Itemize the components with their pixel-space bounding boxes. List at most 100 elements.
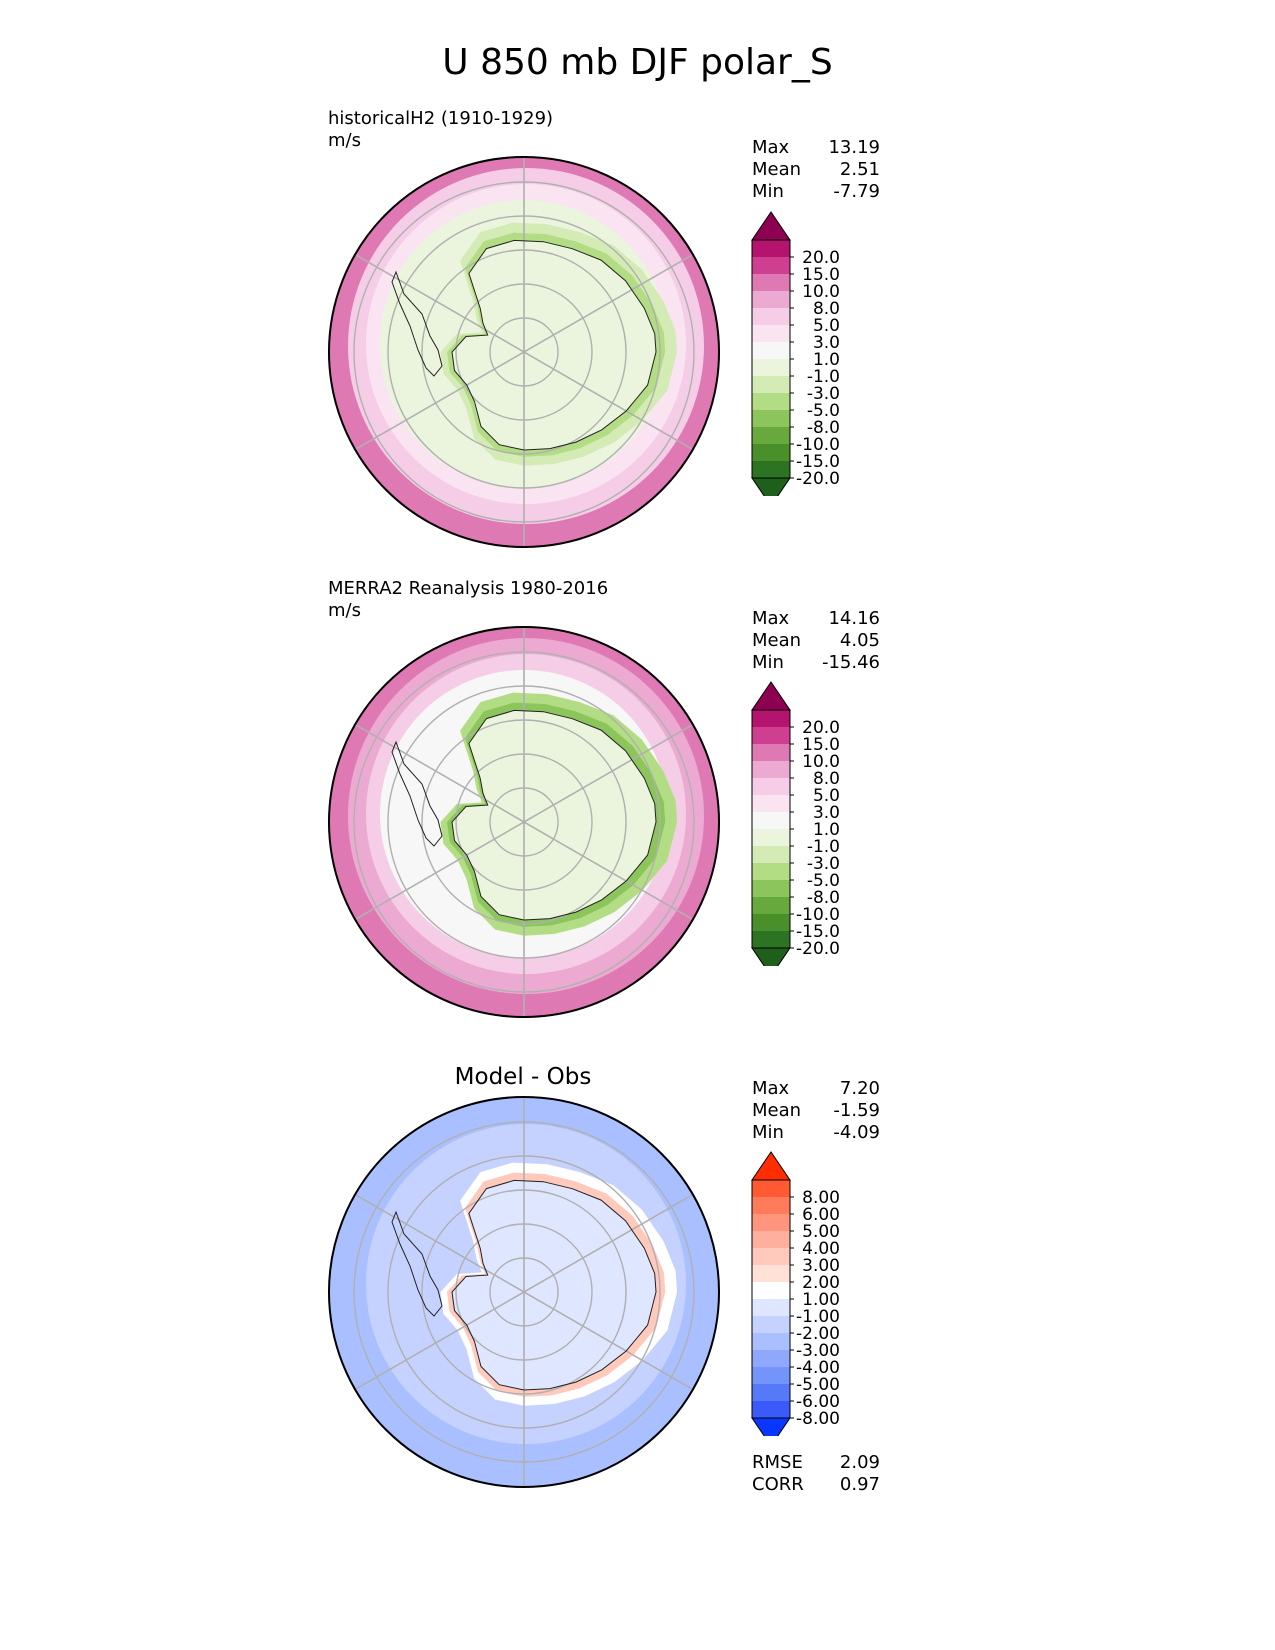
peninsula-coastline: [391, 1210, 443, 1317]
colorbar-tick-label: -3.00: [796, 1341, 840, 1361]
diff-colorbar: 8.006.005.004.003.002.001.00-1.00-2.00-3…: [751, 1151, 840, 1436]
colorbar-tick-label: -15.0: [796, 452, 840, 472]
longitude-gridline: [523, 1291, 695, 1391]
colorbar-tick-label: -1.0: [807, 367, 840, 387]
colorbar-band: [752, 376, 790, 393]
colorbar-band: [752, 727, 790, 744]
colorbar-band: [752, 1299, 790, 1316]
colorbar-band: [752, 914, 790, 931]
stat-max-row: Max 7.20: [752, 1078, 880, 1100]
colorbar-tick-label: 8.00: [802, 1188, 840, 1208]
colorbar-tick-label: 10.0: [802, 282, 840, 302]
colorbar-band: [752, 308, 790, 325]
figure-title: U 850 mb DJF polar_S: [442, 42, 833, 83]
colorbar-tick-label: -10.0: [796, 435, 840, 455]
colorbar-band: [752, 410, 790, 427]
coastline: [451, 709, 657, 921]
colorbar-band: [752, 1265, 790, 1282]
colorbar-tick-label: 20.0: [802, 718, 840, 738]
model-stats: Max 13.19 Mean 2.51 Min -7.79: [752, 137, 880, 203]
longitude-gridline: [353, 351, 525, 451]
diff-stats: Max 7.20 Mean -1.59 Min -4.09: [752, 1078, 880, 1144]
colorbar-band: [752, 744, 790, 761]
longitude-gridline: [523, 1193, 695, 1293]
obs-title-text: MERRA2 Reanalysis 1980-2016: [328, 578, 609, 599]
colorbar-band: [752, 257, 790, 274]
colorbar-extend-bottom: [751, 1417, 791, 1436]
colorbar-tick-label: 20.0: [802, 248, 840, 268]
colorbar-tick-label: -8.00: [796, 1409, 840, 1429]
stat-value: 4.05: [839, 630, 880, 651]
model-polar-map: [328, 156, 720, 548]
colorbar-tick-label: 5.0: [813, 316, 840, 336]
stat-label: Min: [752, 1122, 784, 1143]
obs-polar-map: [328, 626, 720, 1018]
colorbar-tick-label: -6.00: [796, 1392, 840, 1412]
longitude-gridline: [353, 1193, 525, 1293]
stat-label: Max: [752, 1078, 790, 1099]
metric-value: 0.97: [839, 1474, 880, 1495]
colorbar-band: [752, 897, 790, 914]
stat-mean-row: Mean 2.51: [752, 159, 880, 181]
colorbar-tick-label: -1.00: [796, 1307, 840, 1327]
colorbar-tick-label: 2.00: [802, 1273, 840, 1293]
peninsula-coastline: [391, 270, 443, 377]
obs-stats: Max 14.16 Mean 4.05 Min -15.46: [752, 608, 880, 674]
colorbar-band: [752, 1180, 790, 1197]
colorbar-band: [752, 1197, 790, 1214]
colorbar-tick-label: -8.0: [807, 888, 840, 908]
model-panel-title: historicalH2 (1910-1929) m/s: [328, 108, 553, 152]
metric-value: 2.09: [839, 1452, 880, 1473]
colorbar-band: [752, 795, 790, 812]
map-frame: [328, 1096, 720, 1488]
colorbar-band: [752, 931, 790, 948]
map-field: [328, 156, 720, 548]
colorbar-band: [752, 359, 790, 376]
colorbar-band: [752, 710, 790, 727]
stat-min-row: Min -4.09: [752, 1122, 880, 1144]
longitude-gridline: [523, 723, 695, 823]
coastline: [451, 1179, 657, 1391]
colorbar-band: [752, 1214, 790, 1231]
stat-min-row: Min -7.79: [752, 181, 880, 203]
model-units-text: m/s: [328, 130, 361, 151]
longitude-gridline: [353, 821, 525, 921]
stat-mean-row: Mean -1.59: [752, 1100, 880, 1122]
colorbar-tick-label: -5.0: [807, 871, 840, 891]
model-title-text: historicalH2 (1910-1929): [328, 108, 554, 129]
colorbar-extend-top: [751, 1151, 791, 1181]
colorbar-tick-label: 3.00: [802, 1256, 840, 1276]
colorbar-tick-label: -8.0: [807, 418, 840, 438]
longitude-gridline: [353, 253, 525, 353]
stat-label: Min: [752, 652, 784, 673]
colorbar-tick-label: 6.00: [802, 1205, 840, 1225]
colorbar-band: [752, 274, 790, 291]
colorbar-tick-label: 1.0: [813, 350, 840, 370]
colorbar-band: [752, 1333, 790, 1350]
colorbar-tick-label: -2.00: [796, 1324, 840, 1344]
colorbar-tick-label: -5.0: [807, 401, 840, 421]
colorbar-tick-label: -20.0: [796, 939, 840, 959]
stat-label: Max: [752, 137, 790, 158]
colorbar-extend-bottom: [751, 477, 791, 496]
colorbar-extend-bottom: [751, 947, 791, 966]
stat-label: Min: [752, 181, 784, 202]
diff-metrics: RMSE 2.09 CORR 0.97: [752, 1452, 880, 1496]
colorbar-band: [752, 812, 790, 829]
stat-label: Max: [752, 608, 790, 629]
coastline: [451, 239, 657, 451]
colorbar-band: [752, 325, 790, 342]
map-field: [328, 1096, 720, 1488]
colorbar-tick-label: -4.00: [796, 1358, 840, 1378]
colorbar-band: [752, 863, 790, 880]
colorbar-band: [752, 1367, 790, 1384]
colorbar-tick-label: -15.0: [796, 922, 840, 942]
colorbar-band: [752, 1350, 790, 1367]
colorbar-band: [752, 1248, 790, 1265]
colorbar-tick-label: -3.0: [807, 854, 840, 874]
stat-value: -4.09: [833, 1122, 880, 1143]
colorbar-band: [752, 1231, 790, 1248]
colorbar-tick-label: -1.0: [807, 837, 840, 857]
colorbar-tick-label: 1.0: [813, 820, 840, 840]
colorbar-tick-label: -5.00: [796, 1375, 840, 1395]
